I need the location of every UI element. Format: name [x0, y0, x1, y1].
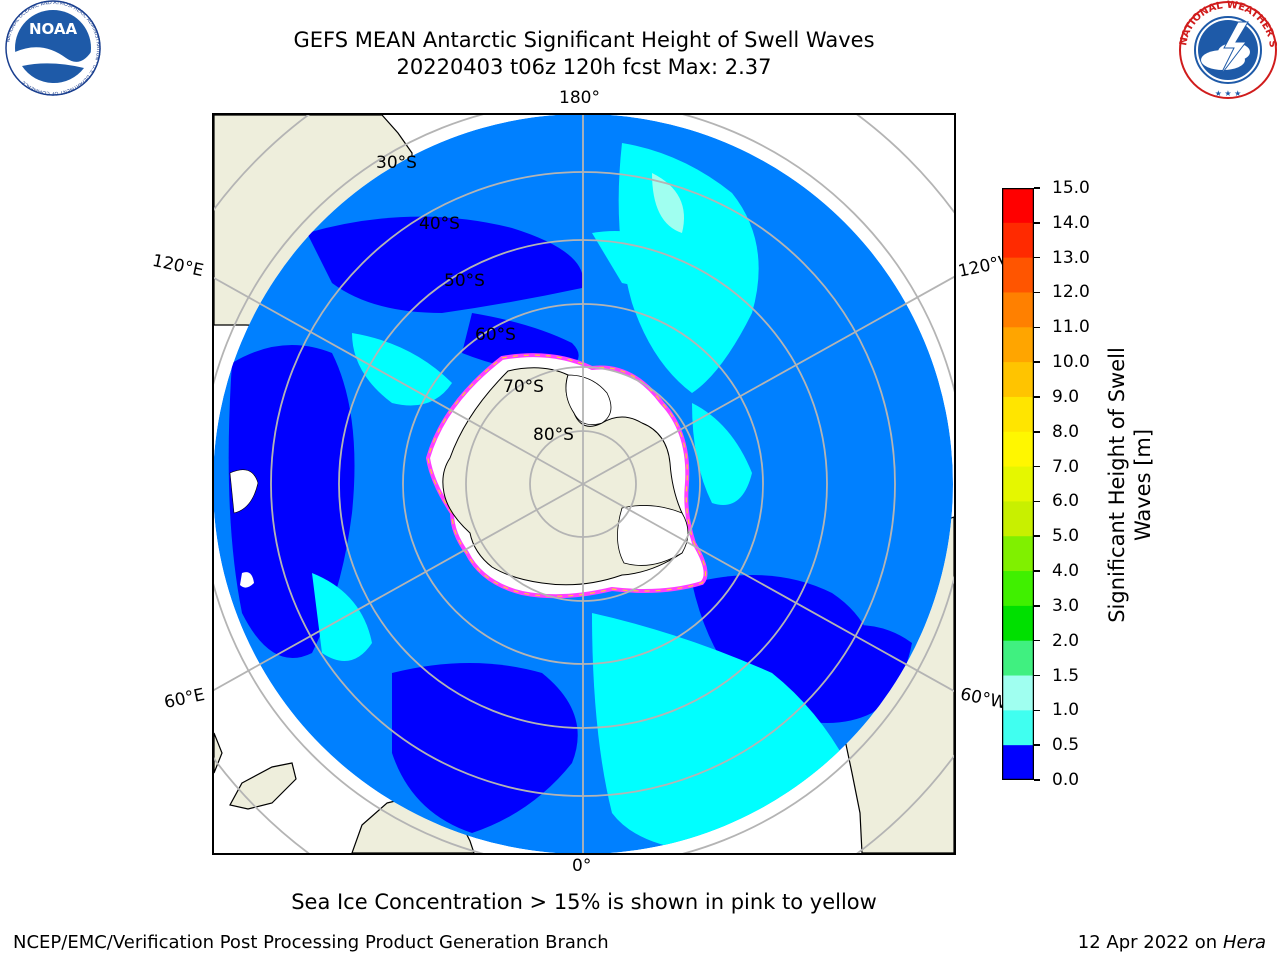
colorbar-tick-mark	[1034, 744, 1040, 746]
colorbar-tick-label: 5.0	[1052, 526, 1080, 547]
colorbar-tick-label: 6.0	[1052, 491, 1080, 512]
colorbar-tick-mark	[1034, 431, 1040, 433]
colorbar-swatch	[1002, 571, 1034, 607]
colorbar-tick-mark	[1034, 570, 1040, 572]
colorbar-swatch	[1002, 710, 1034, 746]
colorbar-tick-label: 11.0	[1052, 317, 1090, 338]
colorbar-tick-label: 1.5	[1052, 665, 1080, 686]
colorbar-tick-mark	[1034, 500, 1040, 503]
lat-label-60s: 60°S	[475, 325, 516, 345]
map-panel: 30°S 40°S 50°S 60°S 70°S 80°S	[212, 113, 956, 855]
colorbar-tick-mark	[1034, 639, 1040, 642]
colorbar-swatch	[1002, 501, 1034, 537]
map-frame	[212, 113, 956, 855]
colorbar-tick-label: 0.0	[1052, 770, 1080, 790]
colorbar-tick-mark	[1034, 709, 1040, 712]
colorbar-tick-mark	[1034, 605, 1040, 607]
lat-label-50s: 50°S	[444, 271, 485, 291]
colorbar-tick-label: 3.0	[1052, 595, 1080, 616]
colorbar-swatch	[1002, 362, 1034, 398]
lon-label-180: 180°	[559, 88, 600, 108]
colorbar-title: Significant Height of Swell Waves [m]	[1105, 347, 1155, 623]
footer-date-text: 12 Apr 2022 on	[1077, 932, 1218, 953]
colorbar-tick-label: 10.0	[1052, 352, 1090, 373]
colorbar-tick-label: 14.0	[1052, 212, 1090, 233]
colorbar-swatch	[1002, 396, 1034, 433]
polar-map: 30°S 40°S 50°S 60°S 70°S 80°S	[212, 113, 956, 855]
lat-label-40s: 40°S	[419, 214, 460, 234]
colorbar	[1001, 187, 1035, 781]
colorbar-tick-mark	[1034, 535, 1040, 537]
colorbar-swatch	[1002, 292, 1034, 328]
colorbar-swatch	[1002, 257, 1034, 293]
colorbar-tick-label: 1.0	[1052, 700, 1080, 721]
footer-branch: NCEP/EMC/Verification Post Processing Pr…	[13, 932, 609, 953]
colorbar-swatch	[1002, 675, 1034, 711]
lat-label-80s: 80°S	[533, 425, 574, 445]
colorbar-swatch	[1002, 536, 1034, 572]
nws-stars-icon: ★ ★ ★	[1215, 89, 1242, 98]
colorbar-tick-mark	[1034, 326, 1040, 329]
colorbar-tick-mark	[1034, 779, 1040, 781]
lon-label-120e: 120°E	[150, 250, 206, 282]
colorbar-tick-mark	[1034, 256, 1040, 259]
colorbar-swatch	[1002, 431, 1034, 468]
lon-label-60w: 60°W	[958, 684, 1009, 714]
graticule	[214, 115, 954, 853]
colorbar-tick-mark	[1034, 291, 1040, 294]
colorbar-tick-label: 12.0	[1052, 282, 1090, 303]
footer-date: 12 Apr 2022 on Hera	[1078, 932, 1266, 953]
colorbar-tick-mark	[1034, 465, 1040, 468]
colorbar-tick-label: 15.0	[1052, 178, 1090, 198]
footer-host: Hera	[1222, 932, 1266, 953]
colorbar-tick-label: 7.0	[1052, 456, 1080, 477]
lon-label-60e: 60°E	[162, 684, 207, 714]
lat-label-30s: 30°S	[376, 153, 417, 173]
colorbar-tick-mark	[1034, 187, 1040, 189]
noaa-logo-text: NOAA	[29, 20, 78, 38]
colorbar-tick-label: 8.0	[1052, 421, 1080, 442]
nws-logo: NATIONAL WEATHER SERVICE ★ ★ ★	[1172, 0, 1280, 100]
colorbar-tick-label: 0.5	[1052, 735, 1080, 756]
colorbar-tick-label: 2.0	[1052, 630, 1080, 651]
colorbar-swatches	[1001, 187, 1035, 781]
colorbar-tick-label: 9.0	[1052, 386, 1080, 407]
colorbar-swatch	[1002, 605, 1034, 642]
lon-label-0: 0°	[572, 856, 592, 876]
colorbar-swatch	[1002, 466, 1034, 502]
colorbar-swatch	[1002, 640, 1034, 677]
colorbar-swatch	[1002, 327, 1034, 363]
colorbar-tick-mark	[1034, 396, 1040, 398]
chart-subtitle: 20220403 t06z 120h fcst Max: 2.37	[396, 55, 772, 79]
lat-label-70s: 70°S	[503, 377, 544, 397]
colorbar-tick-label: 13.0	[1052, 247, 1090, 268]
colorbar-tick-mark	[1034, 674, 1040, 677]
colorbar-tick-mark	[1034, 361, 1040, 363]
colorbar-swatch	[1002, 188, 1034, 224]
chart-title: GEFS MEAN Antarctic Significant Height o…	[293, 28, 875, 52]
colorbar-tick-mark	[1034, 222, 1040, 224]
colorbar-swatch	[1002, 222, 1034, 259]
colorbar-tick-label: 4.0	[1052, 561, 1080, 582]
colorbar-swatch	[1002, 745, 1034, 781]
sea-ice-caption: Sea Ice Concentration > 15% is shown in …	[291, 890, 877, 914]
noaa-logo: NOAA NATIONAL OCEANIC AND ATMOSPHERIC AD…	[2, 0, 104, 96]
colorbar-frame	[1001, 187, 1035, 781]
